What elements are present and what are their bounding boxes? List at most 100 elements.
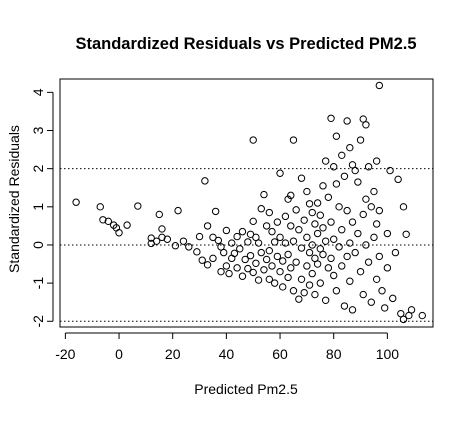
- data-point: [354, 229, 362, 238]
- data-point: [359, 290, 367, 299]
- data-point: [123, 221, 131, 229]
- data-point: [378, 287, 386, 295]
- data-point: [338, 151, 346, 160]
- data-point: [276, 169, 284, 177]
- data-point: [399, 203, 408, 211]
- data-point: [292, 258, 300, 266]
- data-point: [327, 218, 335, 226]
- data-point: [295, 295, 303, 303]
- data-point: [222, 262, 231, 270]
- data-point: [72, 198, 80, 206]
- y-tick-label: 1: [30, 203, 46, 211]
- x-tick-label: 100: [376, 346, 400, 362]
- y-tick-label: 4: [30, 88, 46, 96]
- data-point: [158, 225, 166, 233]
- data-point: [367, 203, 375, 211]
- data-point: [319, 182, 327, 190]
- data-point: [217, 267, 225, 276]
- data-point: [244, 264, 252, 273]
- data-point: [319, 250, 327, 259]
- data-point: [297, 244, 306, 252]
- data-point: [402, 230, 410, 238]
- data-point: [391, 248, 400, 257]
- x-axis-label: Predicted Pm2.5: [194, 381, 298, 397]
- y-tick-label: 0: [30, 241, 46, 249]
- data-point: [332, 287, 341, 295]
- data-point: [171, 242, 180, 250]
- data-point: [300, 216, 308, 224]
- data-point: [354, 178, 362, 186]
- data-point: [249, 217, 257, 226]
- data-point: [338, 226, 346, 234]
- data-point: [233, 232, 241, 241]
- data-point: [308, 241, 316, 249]
- data-point: [174, 206, 182, 215]
- y-axis: -2 -1 0 1 2 3 4: [30, 88, 54, 328]
- data-point: [319, 224, 327, 232]
- data-point: [179, 237, 188, 245]
- data-point: [201, 177, 209, 185]
- data-point: [228, 239, 236, 247]
- data-point: [305, 281, 314, 289]
- data-point: [362, 195, 370, 203]
- data-point: [351, 166, 359, 175]
- data-point: [249, 136, 257, 144]
- data-point: [380, 304, 389, 312]
- data-point: [287, 264, 295, 272]
- data-point: [332, 132, 341, 140]
- data-point: [316, 279, 324, 287]
- data-point: [265, 275, 274, 284]
- x-tick-label: 0: [115, 346, 123, 362]
- data-point: [284, 250, 292, 259]
- data-point: [260, 190, 268, 199]
- data-point: [346, 239, 354, 247]
- data-point: [163, 235, 172, 243]
- data-point: [209, 254, 217, 263]
- data-point: [332, 180, 341, 188]
- data-point: [249, 268, 257, 277]
- data-point: [362, 121, 370, 129]
- data-point: [254, 239, 263, 247]
- data-point: [346, 277, 354, 285]
- data-point: [155, 210, 163, 219]
- x-tick-label: 80: [326, 346, 342, 362]
- plot-border: [59, 78, 434, 328]
- data-point: [364, 163, 373, 171]
- data-point: [324, 193, 333, 201]
- data-point: [346, 143, 354, 152]
- data-point: [198, 256, 206, 264]
- data-point: [372, 275, 381, 284]
- y-axis-label: Standardized Residuals: [6, 125, 22, 273]
- data-point: [340, 172, 349, 180]
- data-point: [321, 237, 330, 245]
- data-point: [134, 202, 142, 210]
- data-point: [279, 257, 287, 265]
- data-point: [203, 222, 212, 230]
- data-point: [209, 233, 217, 242]
- y-tick-label: 2: [30, 165, 46, 173]
- data-point: [252, 259, 260, 267]
- data-point: [230, 249, 239, 258]
- data-point: [407, 306, 416, 314]
- x-tick-label: -20: [55, 346, 75, 362]
- data-point: [330, 163, 338, 171]
- data-point: [115, 229, 123, 237]
- data-point: [292, 206, 300, 214]
- data-point: [303, 262, 311, 270]
- data-point: [372, 157, 381, 165]
- data-point: [335, 243, 343, 251]
- data-point: [389, 294, 397, 303]
- data-point: [399, 315, 408, 324]
- data-point: [359, 210, 367, 219]
- data-point: [287, 222, 295, 230]
- data-point: [321, 296, 330, 304]
- data-point: [236, 245, 244, 253]
- data-point: [297, 174, 306, 182]
- data-point: [324, 264, 333, 272]
- data-point: [254, 276, 263, 284]
- data-point: [257, 205, 265, 213]
- data-point: [96, 203, 104, 211]
- data-point: [367, 298, 375, 306]
- data-point: [340, 302, 349, 310]
- data-point: [321, 157, 330, 165]
